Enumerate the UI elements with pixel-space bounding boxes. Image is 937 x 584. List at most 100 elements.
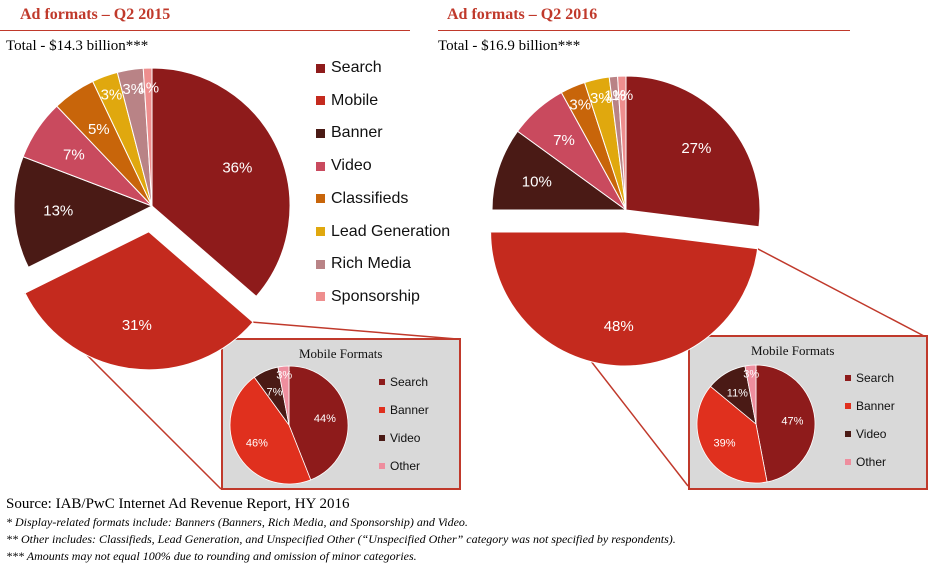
pie-2016: 27%48%10%7%3%3%1%1% <box>490 75 761 367</box>
label-2015-banner: 13% <box>43 203 73 220</box>
legend-label: Mobile <box>331 91 379 109</box>
legend-item-classifieds: Classifieds <box>316 190 408 208</box>
slice-mobile-2015-other <box>277 365 290 426</box>
legend-swatch <box>845 431 851 437</box>
label-2016-banner: 10% <box>522 173 552 190</box>
mobile-legend-item-search: Search <box>845 371 894 385</box>
legend-label: Other <box>856 455 887 469</box>
footnote-amounts: *** Amounts may not equal 100% due to ro… <box>6 549 417 563</box>
legend-label: Other <box>390 459 421 473</box>
mobile-legend-item-banner: Banner <box>845 399 895 413</box>
total-2016: Total - $16.9 billion*** <box>438 38 581 54</box>
mobile-legend-item-other: Other <box>379 459 420 473</box>
label-2016-search: 27% <box>681 140 711 157</box>
legend-swatch <box>379 407 385 413</box>
legend-label: Lead Generation <box>331 222 451 240</box>
legend-label: Search <box>331 59 382 76</box>
legend-label: Search <box>390 375 429 389</box>
legend-swatch <box>316 161 325 171</box>
label-mobile-2015-video: 7% <box>267 386 283 398</box>
legend-swatch <box>379 435 385 441</box>
footnote-display: * Display-related formats include: Banne… <box>6 515 468 529</box>
label-2015-lead-generation: 3% <box>101 87 123 104</box>
label-2015-classifieds: 5% <box>88 121 110 138</box>
legend-item-mobile: Mobile <box>316 92 378 110</box>
label-2016-classifieds: 3% <box>569 96 591 113</box>
legend-swatch <box>316 96 325 106</box>
label-mobile-2015-other: 3% <box>276 369 292 381</box>
mobile-legend-item-video: Video <box>379 431 420 445</box>
label-2015-video: 7% <box>63 146 85 163</box>
slice-2016-banner <box>491 130 628 211</box>
label-2016-rich-media: 1% <box>604 88 626 105</box>
pie-mobile-2015: 44% 46% 7% 3% <box>229 365 349 485</box>
pie-mobile-2016: 47% 39% 11% 3% <box>696 364 816 484</box>
legend-label: Search <box>856 371 895 385</box>
legend-label: Video <box>390 431 421 445</box>
legend-item-sponsorship: Sponsorship <box>316 288 420 306</box>
legend-swatch <box>379 463 385 469</box>
legend-swatch <box>316 227 325 236</box>
legend-item-rich-media: Rich Media <box>316 255 411 273</box>
label-mobile-2016-other: 3% <box>743 368 759 380</box>
mobile-legend-item-other: Other <box>845 455 886 469</box>
label-mobile-2016-video: 11% <box>727 387 748 399</box>
legend-swatch <box>316 128 325 138</box>
legend-label: Classifieds <box>331 189 409 207</box>
label-2016-mobile: 48% <box>604 318 634 335</box>
title-rule-2015 <box>0 30 410 31</box>
label-2016-lead-generation: 3% <box>590 90 612 107</box>
label-mobile-2016-banner: 39% <box>713 437 735 449</box>
label-mobile-2015-search: 44% <box>314 413 336 425</box>
chart-title-2015: Ad formats – Q2 2015 <box>20 6 171 23</box>
legend-swatch <box>316 63 325 73</box>
label-2015-search: 36% <box>222 159 252 176</box>
slice-2016-sponsorship <box>617 75 627 211</box>
slice-2015-search <box>151 67 291 298</box>
slice-mobile-2016-other <box>744 364 757 425</box>
slice-mobile-2016-search <box>755 364 816 483</box>
label-2015-rich-media: 3% <box>122 81 144 98</box>
connector-line <box>252 321 458 340</box>
label-mobile-2016-search: 47% <box>781 415 803 427</box>
label-2016-sponsorship: 1% <box>612 87 634 104</box>
slice-mobile-2015-search <box>288 365 349 481</box>
legend-swatch <box>379 379 385 385</box>
legend-swatch <box>845 459 851 465</box>
legend-item-banner: Banner <box>316 124 383 142</box>
connector-line <box>757 248 925 337</box>
legend-swatch <box>845 403 851 409</box>
slice-2016-mobile <box>490 231 759 367</box>
chart-title-2016: Ad formats – Q2 2016 <box>447 6 598 23</box>
label-2015-sponsorship: 1% <box>137 80 159 97</box>
total-2015: Total - $14.3 billion*** <box>6 38 149 54</box>
legend-label: Banner <box>390 403 429 417</box>
legend-item-lead-generation: Lead Generation <box>316 223 450 241</box>
slice-2015-banner <box>13 156 154 268</box>
label-mobile-2015-banner: 46% <box>246 437 268 449</box>
legend-label: Banner <box>331 124 383 142</box>
title-rule-2016 <box>438 30 850 31</box>
source-text: Source: IAB/PwC Internet Ad Revenue Repo… <box>6 496 350 512</box>
legend-swatch <box>316 292 325 302</box>
slice-2015-mobile <box>24 231 254 371</box>
footnote-other: ** Other includes: Classifieds, Lead Gen… <box>6 532 676 546</box>
legend-item-video: Video <box>316 157 372 175</box>
slice-2016-search <box>625 75 761 228</box>
legend-swatch <box>845 375 851 381</box>
legend-label: Banner <box>856 399 895 413</box>
slice-mobile-2015-banner <box>229 376 312 485</box>
mobile-legend-item-search: Search <box>379 375 428 389</box>
mobile-formats-title-2015: Mobile Formats <box>299 346 383 361</box>
mobile-legend-item-video: Video <box>845 427 886 441</box>
legend-label: Video <box>331 157 372 175</box>
slice-2015-sponsorship <box>142 67 153 207</box>
mobile-formats-title-2016: Mobile Formats <box>751 343 835 358</box>
label-2016-video: 7% <box>553 132 575 149</box>
label-2015-mobile: 31% <box>122 317 152 334</box>
legend-swatch <box>316 194 325 204</box>
legend-label: Video <box>856 427 887 441</box>
legend-label: Sponsorship <box>331 287 420 305</box>
legend-item-search: Search <box>316 59 382 77</box>
